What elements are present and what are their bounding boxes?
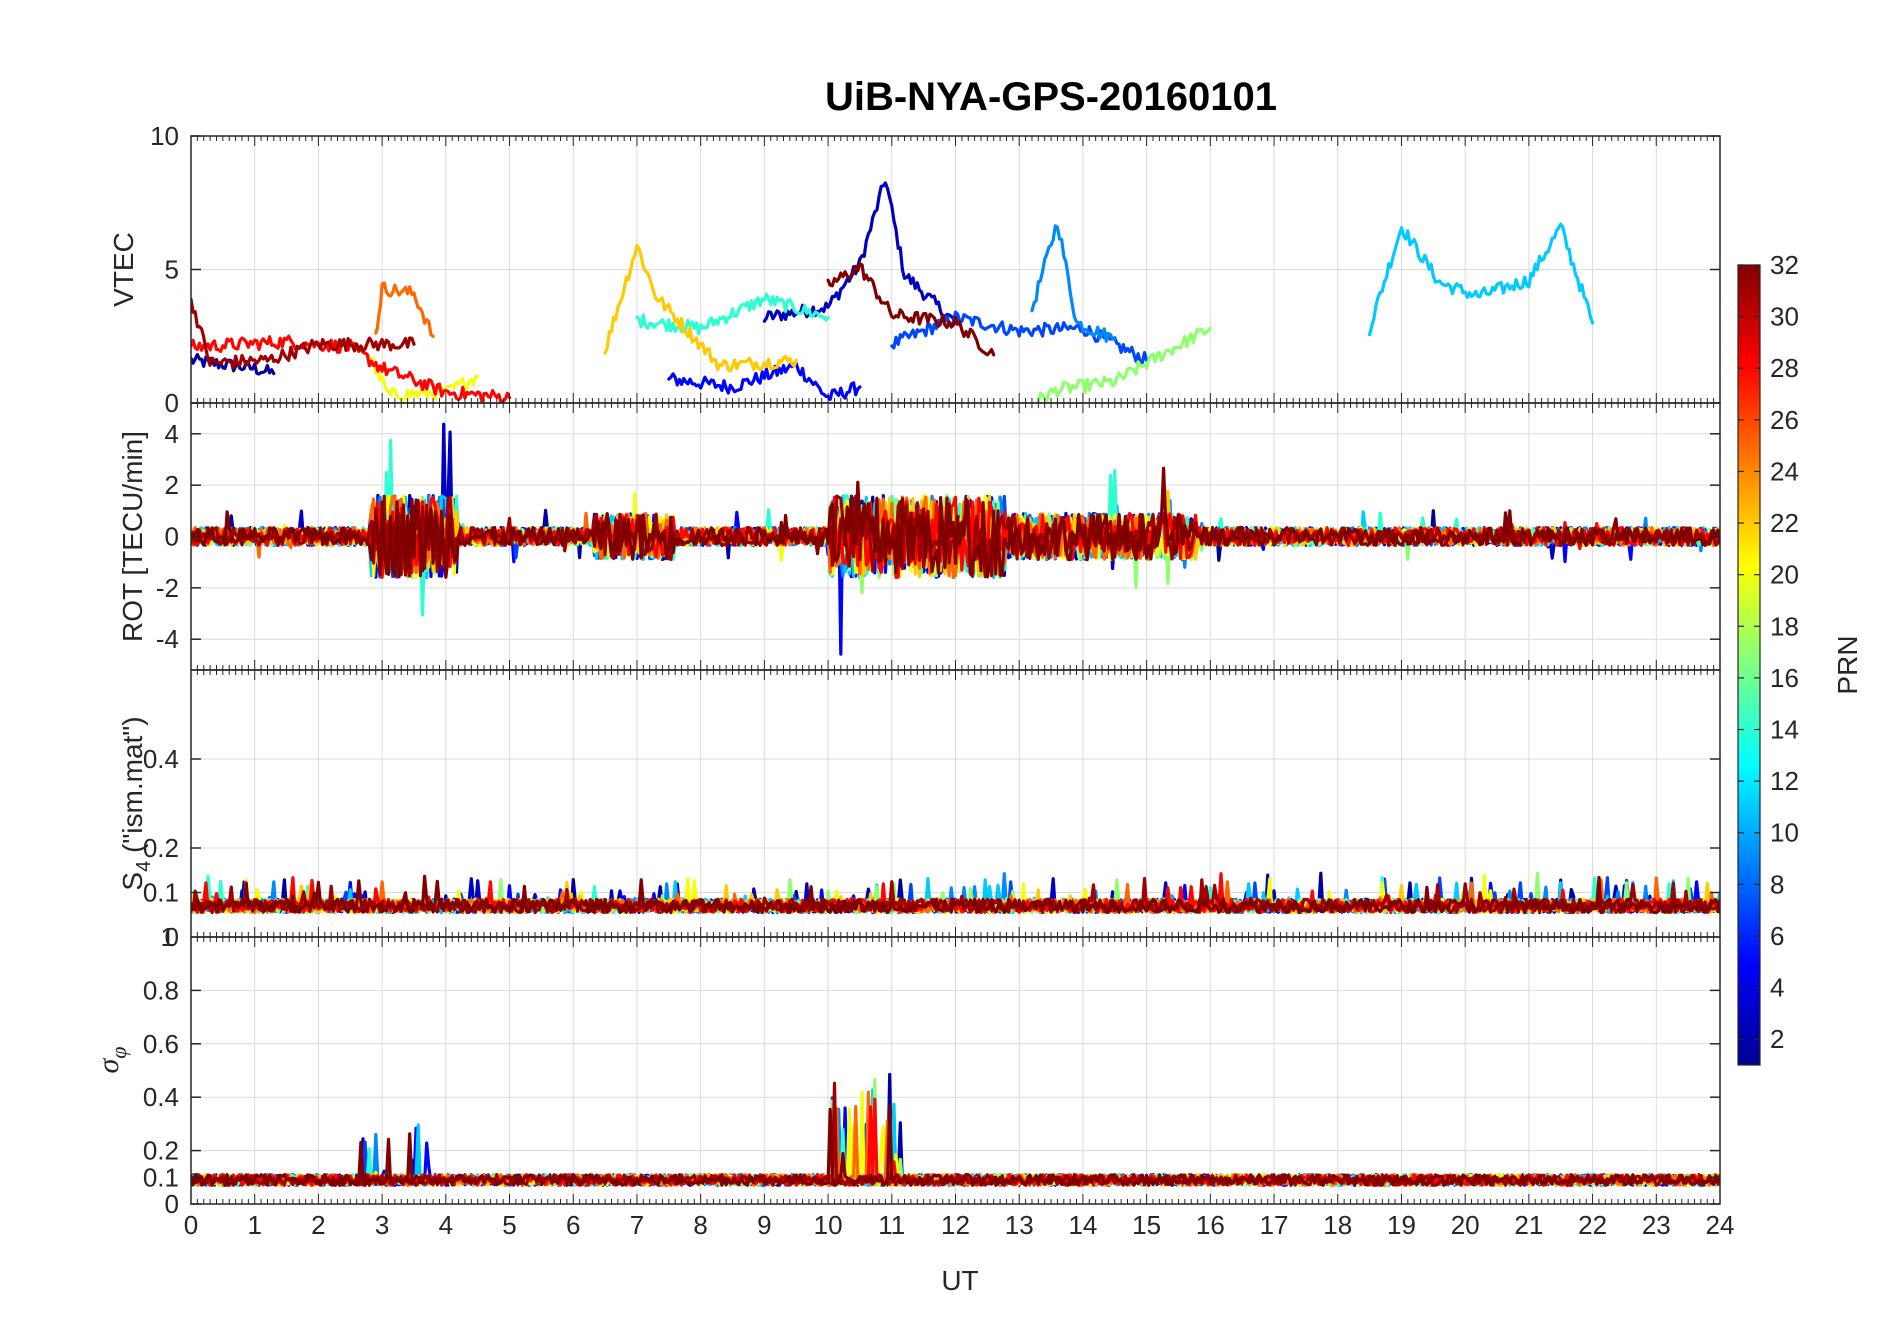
y-tick-label: 0 bbox=[165, 922, 179, 952]
x-tick-label: 16 bbox=[1196, 1210, 1225, 1240]
x-tick-label: 19 bbox=[1387, 1210, 1416, 1240]
x-tick-label: 24 bbox=[1706, 1210, 1735, 1240]
series-group-sigphi bbox=[191, 1072, 1720, 1187]
series-prn-14 bbox=[635, 292, 830, 336]
y-tick-label: -4 bbox=[156, 624, 179, 654]
colorbar-tick-label: 28 bbox=[1770, 353, 1799, 383]
colorbar-tick-label: 14 bbox=[1770, 715, 1799, 745]
y-tick-label: 0.1 bbox=[143, 1162, 179, 1192]
colorbar-tick-label: 18 bbox=[1770, 611, 1799, 641]
x-tick-label: 0 bbox=[184, 1210, 198, 1240]
y-tick-label: 4 bbox=[165, 419, 179, 449]
series-prn-32 bbox=[826, 262, 996, 357]
colorbar-tick-label: 32 bbox=[1770, 250, 1799, 280]
colorbar-tick-label: 8 bbox=[1770, 869, 1784, 899]
y-tick-label: 1 bbox=[161, 922, 175, 952]
y-tick-label: 0.8 bbox=[143, 975, 179, 1005]
x-tick-label: 6 bbox=[566, 1210, 580, 1240]
y-tick-label: 10 bbox=[150, 121, 179, 151]
panel-s4: 0.1 0.2 0.4 01 S4 ("ism.mat") bbox=[117, 669, 1721, 952]
series-prn-22 bbox=[603, 243, 798, 373]
x-minor-ticks bbox=[190, 670, 1721, 937]
y-tick-label: 0.4 bbox=[143, 744, 179, 774]
y-tick-label: 0.2 bbox=[143, 833, 179, 863]
x-tick-label: 13 bbox=[1005, 1210, 1034, 1240]
colorbar-tick-label: 2 bbox=[1770, 1024, 1784, 1054]
colorbar-tick-label: 16 bbox=[1770, 663, 1799, 693]
y-axis-label: VTEC bbox=[108, 232, 139, 307]
series-group-s4 bbox=[191, 871, 1720, 915]
colorbar-tick-label: 10 bbox=[1770, 818, 1799, 848]
x-tick-label: 20 bbox=[1451, 1210, 1480, 1240]
y-tick-label: 0 bbox=[165, 1189, 179, 1219]
series-prn-9 bbox=[1030, 224, 1117, 343]
x-tick-label: 4 bbox=[439, 1210, 453, 1240]
x-tick-label: 8 bbox=[693, 1210, 707, 1240]
panel-rot: -4 -2 0 2 4 ROT [TECU/min] bbox=[117, 402, 1721, 671]
series-prn-32-s4 bbox=[191, 874, 1720, 915]
series-group-rot bbox=[191, 422, 1720, 656]
y-tick-label: 0.1 bbox=[143, 878, 179, 908]
colorbar-tick-label: 4 bbox=[1770, 973, 1784, 1003]
y-tick-label: 0.6 bbox=[143, 1029, 179, 1059]
series-group-vtec bbox=[191, 181, 1595, 403]
x-tick-label: 11 bbox=[878, 1210, 905, 1240]
x-axis-label: UT bbox=[941, 1265, 978, 1296]
x-tick-label: 10 bbox=[814, 1210, 843, 1240]
y-tick-label: 0 bbox=[165, 388, 179, 418]
colorbar-tick-label: 20 bbox=[1770, 560, 1799, 590]
x-tick-label: 22 bbox=[1578, 1210, 1607, 1240]
series-prn-3 bbox=[762, 181, 958, 325]
x-tick-label: 15 bbox=[1132, 1210, 1161, 1240]
series-prn-25 bbox=[374, 281, 435, 338]
x-tick-label: 14 bbox=[1068, 1210, 1097, 1240]
y-tick-label: -2 bbox=[156, 573, 179, 603]
y-axis-label: σφ bbox=[92, 1047, 131, 1074]
series-prn-11 bbox=[1368, 222, 1595, 337]
x-tick-label: 18 bbox=[1323, 1210, 1352, 1240]
panel-vtec: 0 5 10 VTEC bbox=[108, 121, 1721, 418]
x-tick-label: 1 bbox=[247, 1210, 261, 1240]
x-tick-label: 9 bbox=[757, 1210, 771, 1240]
colorbar-gradient bbox=[1737, 264, 1761, 1066]
x-minor-ticks bbox=[190, 136, 1721, 403]
x-minor-ticks bbox=[190, 403, 1721, 670]
y-tick-label: 0 bbox=[165, 522, 179, 552]
colorbar-tick-label: 30 bbox=[1770, 302, 1799, 332]
colorbar-tick-label: 12 bbox=[1770, 766, 1799, 796]
series-prn-32-sigphi bbox=[191, 1104, 1720, 1187]
x-tick-labels: 0 1 2 3 4 5 6 7 8 9 10 11 12 13 14 15 16 17 18 19 20 21 22 23 24 bbox=[184, 1210, 1735, 1240]
y-tick-label: 0.4 bbox=[143, 1082, 179, 1112]
y-tick-label: 2 bbox=[165, 470, 179, 500]
colorbar-tick-label: 6 bbox=[1770, 921, 1784, 951]
x-tick-label: 17 bbox=[1260, 1210, 1289, 1240]
colorbar-tick-label: 24 bbox=[1770, 456, 1799, 486]
y-axis-label: ROT [TECU/min] bbox=[117, 431, 148, 642]
x-tick-label: 23 bbox=[1642, 1210, 1671, 1240]
y-axis-label: S4 ("ism.mat") bbox=[117, 716, 155, 890]
chart-title: UiB-NYA-GPS-20160101 bbox=[825, 75, 1277, 119]
y-tick-label: 0.2 bbox=[143, 1136, 179, 1166]
x-tick-label: 2 bbox=[311, 1210, 325, 1240]
x-tick-label: 21 bbox=[1514, 1210, 1543, 1240]
colorbar-tick-label: 26 bbox=[1770, 405, 1799, 435]
x-minor-ticks bbox=[190, 937, 1721, 1204]
series-prn-31 bbox=[191, 297, 416, 370]
x-tick-label: 5 bbox=[502, 1210, 516, 1240]
series-prn-32-rot bbox=[191, 466, 1720, 579]
x-tick-label: 3 bbox=[375, 1210, 389, 1240]
colorbar-label: PRN bbox=[1832, 635, 1863, 694]
x-tick-label: 12 bbox=[941, 1210, 970, 1240]
x-tick-label: 7 bbox=[630, 1210, 644, 1240]
series-prn-17 bbox=[1036, 326, 1212, 403]
colorbar-tick-label: 22 bbox=[1770, 508, 1799, 538]
panel-sigphi: 00.10.2 0.4 0.6 0.8 σφ bbox=[92, 936, 1721, 1219]
y-tick-label: 5 bbox=[165, 255, 179, 285]
